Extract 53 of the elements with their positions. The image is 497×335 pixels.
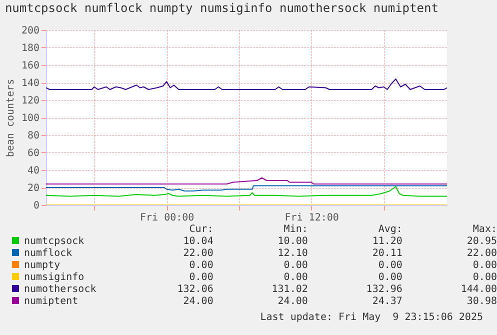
text: Last update: Fri May 9 23:15:06 2025 [260, 312, 483, 323]
text: 0.00 [282, 260, 308, 272]
line-series [46, 186, 447, 197]
y-tick-label: 180 [21, 43, 40, 54]
text: 0.00 [472, 260, 497, 272]
text: 10.00 [276, 236, 308, 248]
chart-title: numtcpsock numflock numpty numsiginfo numothersock numiptent [4, 1, 438, 15]
text: Avg: [377, 224, 402, 236]
legend-label: numtcpsock [23, 236, 86, 248]
y-tick-label: 60 [27, 148, 40, 159]
text: 24.37 [371, 296, 402, 308]
text: 131.02 [270, 284, 308, 296]
text: 0.00 [377, 272, 402, 284]
text: 0.00 [188, 272, 214, 284]
legend-label: numsiginfo [23, 272, 86, 284]
line-series [46, 177, 447, 184]
text: 11.20 [371, 236, 402, 248]
text: 132.06 [176, 284, 214, 296]
text: Min: [282, 224, 308, 236]
legend-label: numflock [23, 248, 74, 260]
text: 144.00 [460, 284, 497, 296]
x-tick-label: Fri 12:00 [284, 212, 339, 224]
text: 132.96 [365, 284, 402, 296]
text: 0.00 [377, 260, 402, 272]
legend-label: numpty [23, 260, 62, 272]
line-series [46, 78, 447, 90]
y-tick-label: 20 [27, 183, 40, 194]
text: 0.00 [282, 272, 308, 284]
text: Max: [472, 224, 497, 236]
y-tick-label: 80 [27, 130, 40, 142]
text: 0.00 [188, 260, 214, 272]
text: 10.04 [182, 236, 214, 248]
text: 20.11 [371, 248, 402, 260]
legend-label: numothersock [23, 284, 98, 296]
y-tick-label: 0 [33, 200, 40, 212]
text: 12.10 [276, 248, 308, 260]
text: 20.95 [466, 236, 497, 248]
y-axis-title: bean counters [5, 78, 16, 158]
text: 0.00 [472, 272, 497, 284]
text: 24.00 [182, 296, 214, 308]
text: 30.98 [466, 296, 497, 308]
y-tick-label: 40 [27, 166, 40, 176]
text: Cur: [188, 224, 214, 236]
text: 22.00 [182, 248, 214, 260]
x-tick-label: Fri 00:00 [140, 212, 194, 224]
y-tick-label: 100 [21, 113, 40, 124]
y-tick-label: 160 [21, 60, 40, 72]
text: 24.00 [276, 296, 308, 308]
y-tick-label: 200 [21, 26, 40, 36]
legend-label: numiptent [23, 296, 80, 308]
text: 22.00 [466, 248, 497, 260]
y-tick-label: 140 [21, 78, 40, 89]
y-tick-label: 120 [21, 96, 40, 106]
